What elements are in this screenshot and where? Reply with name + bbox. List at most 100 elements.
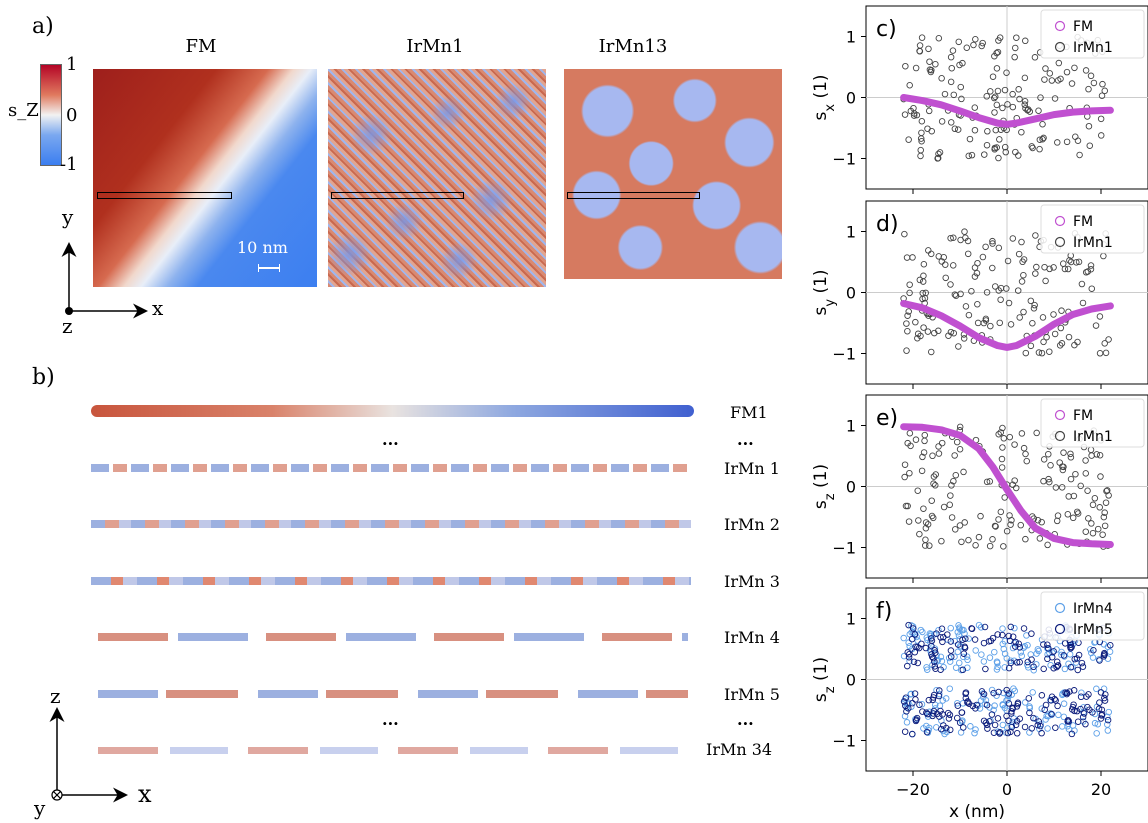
data-point xyxy=(1019,258,1026,266)
data-point xyxy=(935,692,943,700)
data-point xyxy=(1013,34,1020,41)
data-point xyxy=(964,237,972,245)
data-point xyxy=(1068,730,1076,738)
data-point xyxy=(973,269,981,277)
data-point xyxy=(1044,541,1051,549)
data-point xyxy=(991,144,999,152)
data-point xyxy=(1040,338,1047,346)
data-point xyxy=(1021,643,1029,650)
data-point xyxy=(974,319,982,327)
data-point xyxy=(1035,647,1042,655)
data-point xyxy=(990,706,997,714)
data-point xyxy=(1090,79,1098,87)
data-point xyxy=(912,717,920,725)
data-point xyxy=(1034,721,1042,729)
data-point xyxy=(1085,515,1092,522)
data-point xyxy=(959,636,966,643)
data-point xyxy=(1086,142,1094,149)
data-point xyxy=(1050,648,1057,655)
data-point xyxy=(1012,148,1019,156)
data-point xyxy=(1076,151,1083,159)
data-point xyxy=(1022,37,1029,45)
data-point xyxy=(1073,259,1080,266)
data-point xyxy=(1040,134,1047,142)
data-point xyxy=(971,729,978,737)
colorbar-tick-neg1: -1 xyxy=(60,154,78,175)
data-point xyxy=(930,654,937,662)
data-point xyxy=(1005,717,1012,725)
data-point xyxy=(936,149,944,156)
data-point xyxy=(1100,513,1108,521)
data-point xyxy=(1074,508,1081,516)
data-point xyxy=(986,542,994,550)
data-point xyxy=(1013,730,1021,737)
data-point xyxy=(1101,509,1108,516)
data-point xyxy=(971,104,979,111)
data-point xyxy=(901,230,908,238)
colorbar-label: s_Z xyxy=(8,100,39,121)
data-point xyxy=(1098,706,1106,714)
data-point xyxy=(938,439,946,447)
data-point xyxy=(995,431,1002,438)
data-point xyxy=(905,518,913,525)
data-point xyxy=(1096,699,1103,706)
data-point xyxy=(1012,638,1019,646)
data-point xyxy=(905,653,913,661)
data-point xyxy=(920,725,927,732)
data-point xyxy=(993,49,1000,57)
data-point xyxy=(972,542,979,549)
data-point xyxy=(916,276,924,284)
legend-marker xyxy=(1054,602,1066,614)
y-tick-label: −1 xyxy=(832,150,856,169)
data-point xyxy=(999,625,1006,632)
data-point xyxy=(1010,685,1017,692)
data-point xyxy=(979,39,986,47)
data-point xyxy=(1044,712,1052,720)
data-point xyxy=(1055,711,1062,719)
data-point xyxy=(935,253,943,260)
data-point xyxy=(917,626,925,634)
data-point xyxy=(986,718,993,725)
data-point xyxy=(947,53,955,61)
data-point xyxy=(1046,348,1053,355)
data-point xyxy=(991,109,998,116)
data-point xyxy=(1094,720,1102,728)
data-point xyxy=(1074,510,1082,517)
data-point xyxy=(1060,652,1068,659)
data-point xyxy=(1056,342,1064,349)
data-point xyxy=(1052,484,1060,491)
legend: FM IrMn1 xyxy=(1040,204,1145,254)
data-point xyxy=(958,538,965,546)
data-point xyxy=(935,626,942,634)
data-point xyxy=(952,292,960,299)
data-point xyxy=(942,261,949,268)
data-point xyxy=(917,146,924,154)
data-point xyxy=(1095,705,1103,713)
y-axis-label: sx (1) xyxy=(811,74,838,120)
data-point xyxy=(1028,725,1036,732)
data-point xyxy=(1038,692,1046,699)
data-point xyxy=(997,284,1005,292)
legend-marker xyxy=(1054,409,1066,421)
chain-label-irmn4: IrMn 4 xyxy=(724,628,780,647)
data-point xyxy=(940,722,947,729)
data-point xyxy=(984,725,991,732)
data-point xyxy=(1021,101,1028,108)
data-point xyxy=(951,653,958,661)
data-point xyxy=(1018,238,1025,246)
data-point xyxy=(956,719,964,726)
data-point xyxy=(1087,72,1095,80)
data-point xyxy=(940,254,947,261)
data-point xyxy=(1087,262,1095,269)
data-point xyxy=(1061,640,1069,647)
panel-label-b: b) xyxy=(32,365,55,390)
data-point xyxy=(996,34,1004,41)
data-point xyxy=(1014,699,1022,707)
data-point xyxy=(1079,713,1087,721)
data-point xyxy=(942,695,950,702)
data-point xyxy=(995,516,1002,523)
data-point xyxy=(1011,624,1018,632)
data-point xyxy=(989,237,996,245)
data-point xyxy=(904,312,911,319)
data-point xyxy=(947,492,954,499)
